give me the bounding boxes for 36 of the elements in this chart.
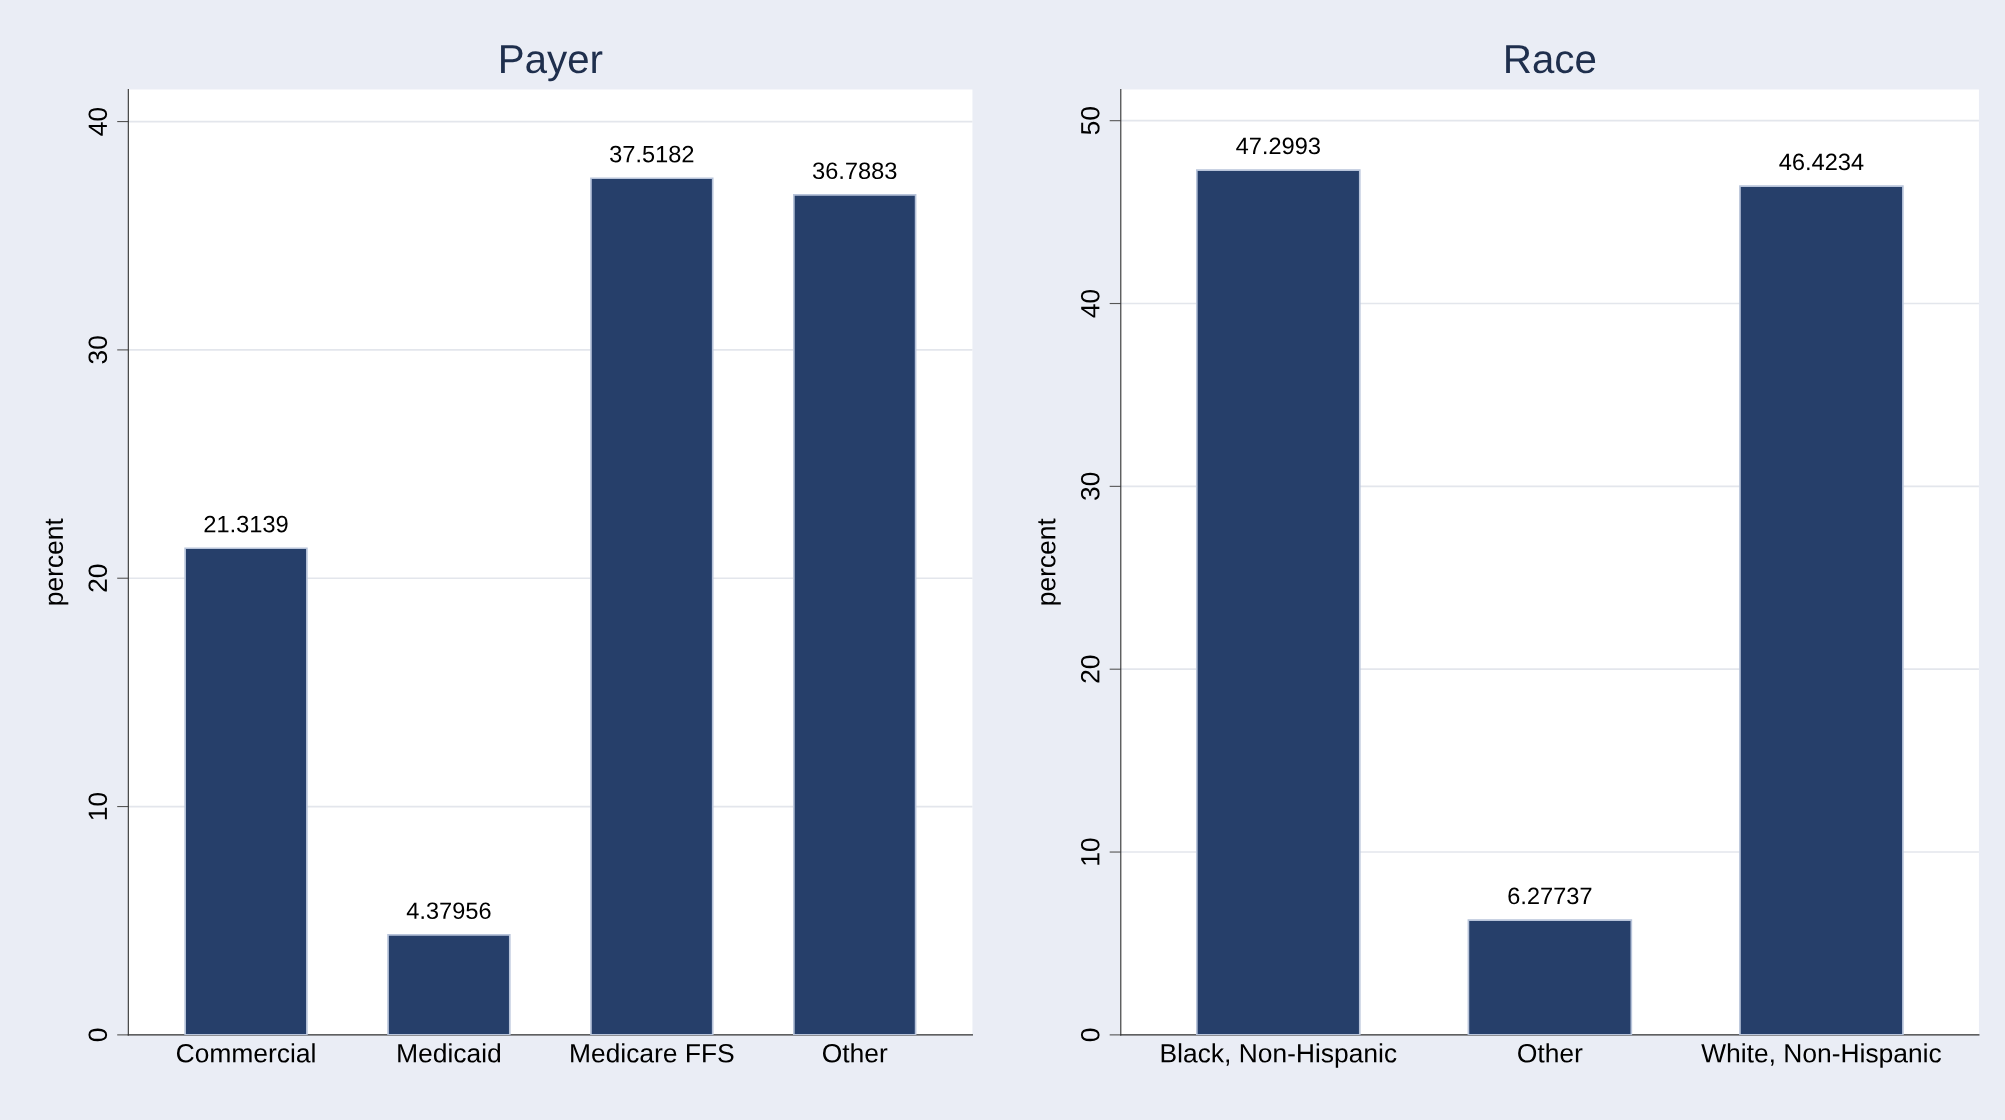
bar (590, 177, 714, 1035)
data-label: 47.2993 (1236, 137, 1320, 155)
y-tick-label: 40 (1080, 289, 1100, 318)
data-label: 4.37956 (406, 902, 491, 920)
x-tick-label: Medicaid (398, 1043, 501, 1063)
y-tick-label: 10 (88, 792, 108, 820)
chart-title: Payer (501, 45, 603, 82)
data-label: 21.3139 (204, 515, 288, 533)
x-tick-label: Other (1518, 1043, 1583, 1063)
bar (184, 547, 308, 1035)
y-tick-label: 0 (88, 1028, 108, 1042)
data-label: 46.4234 (1779, 153, 1864, 171)
x-tick-label: White, Non-Hispanic (1701, 1043, 1941, 1068)
data-label: 36.7883 (812, 162, 897, 180)
chart-title: Race (1506, 45, 1596, 74)
bar (793, 194, 917, 1035)
y-axis-title: percent (1038, 518, 1061, 605)
y-tick-label: 30 (1080, 472, 1100, 501)
bar (1739, 185, 1904, 1035)
bar (1467, 919, 1633, 1035)
y-tick-label: 10 (1080, 838, 1100, 865)
x-tick-label: Commercial (176, 1043, 315, 1063)
y-tick-label: 30 (88, 336, 108, 364)
data-label: 37.5182 (610, 145, 694, 163)
y-tick-label: 50 (1080, 107, 1100, 135)
y-tick-label: 40 (88, 107, 108, 136)
x-tick-label: Other (822, 1043, 888, 1063)
x-tick-label: Medicare FFS (571, 1043, 734, 1063)
y-tick-label: 20 (1080, 655, 1100, 683)
y-tick-label: 20 (88, 564, 108, 592)
y-axis-title: percent (45, 518, 69, 605)
x-tick-label: Black, Non-Hispanic (1161, 1043, 1397, 1068)
y-tick-label: 0 (1080, 1028, 1100, 1042)
bar (1195, 169, 1361, 1035)
data-label: 6.27737 (1508, 887, 1592, 905)
bar (387, 934, 511, 1035)
